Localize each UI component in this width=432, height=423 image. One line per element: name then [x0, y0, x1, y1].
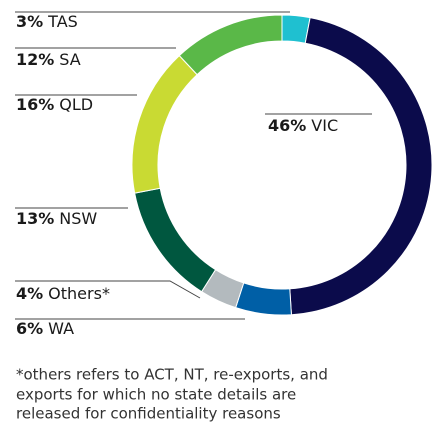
category-label: Others*: [48, 284, 110, 303]
category-label: TAS: [47, 12, 78, 31]
value-label: 46%: [268, 116, 306, 135]
category-label: QLD: [59, 95, 93, 114]
donut-segment: [131, 54, 198, 194]
labels: 3% TAS 46% VIC 6% WA 4% Others* 13% NSW 16% QLD 12% S…: [15, 11, 372, 338]
value-label: 13%: [16, 209, 54, 228]
segment-label: 13% NSW: [16, 209, 97, 228]
donut-segment: [178, 14, 283, 76]
segment-label: 6% WA: [16, 319, 74, 338]
category-label: NSW: [59, 209, 97, 228]
value-label: 16%: [16, 95, 54, 114]
donut-segment: [134, 187, 217, 293]
segment-label: 3% TAS: [16, 12, 78, 31]
leader-line: [15, 280, 201, 299]
value-label: 12%: [16, 50, 54, 69]
segment-label: 4% Others*: [16, 284, 110, 303]
footnote: released for confidentiality reasons: [16, 405, 281, 423]
value-label: 3%: [16, 12, 43, 31]
value-label: 6%: [16, 319, 43, 338]
footnote: exports for which no state details are: [16, 386, 296, 404]
category-label: SA: [59, 50, 80, 69]
category-label: VIC: [311, 116, 338, 135]
donut: [131, 14, 432, 316]
donut-segment: [235, 282, 292, 316]
segment-label: 16% QLD: [16, 95, 93, 114]
category-label: WA: [48, 319, 74, 338]
footnote: *others refers to ACT, NT, re-exports, a…: [16, 366, 328, 384]
segment-label: 12% SA: [16, 50, 81, 69]
segment-label: 46% VIC: [268, 116, 338, 135]
donut-segment: [289, 17, 432, 316]
value-label: 4%: [16, 284, 43, 303]
